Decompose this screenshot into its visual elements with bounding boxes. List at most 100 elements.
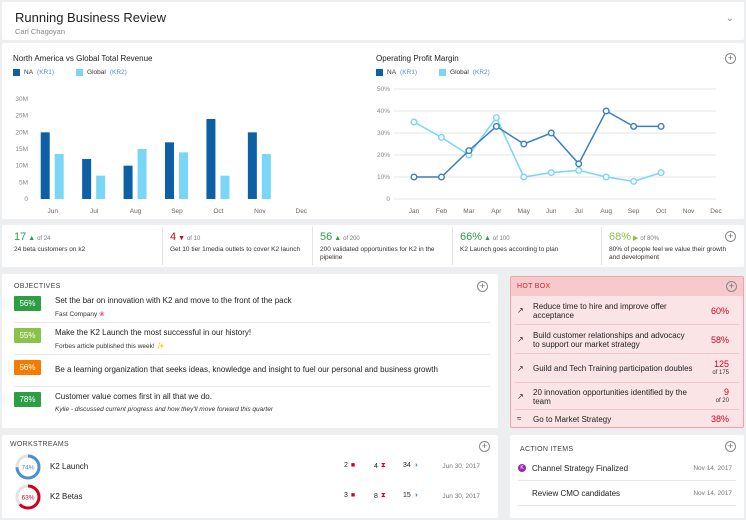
hot-box-item[interactable]: ↗ Build customer relationships and advoca… <box>515 325 739 354</box>
point-global[interactable] <box>547 169 555 177</box>
kpi-target: of 200 <box>343 236 360 242</box>
kpi-card[interactable]: 66% ▲ of 100 K2 Launch goes according to … <box>460 231 600 263</box>
add-hot-item-icon[interactable]: + <box>726 281 737 292</box>
ring-label: 63% <box>21 495 34 502</box>
objective-row[interactable]: 78% Customer value comes first in all tha… <box>14 388 490 419</box>
kpi-description: 200 validated opportunities for K2 in th… <box>320 246 435 261</box>
add-objective-icon[interactable]: + <box>477 281 488 292</box>
kpi-divider <box>601 227 602 265</box>
action-item-date: Nov 14, 2017 <box>693 490 732 497</box>
revenue-chart-title: North America vs Global Total Revenue <box>13 54 153 63</box>
bar-global[interactable] <box>54 154 64 199</box>
y-tick-label: 20% <box>377 152 390 159</box>
y-tick-label: 10M <box>15 163 28 170</box>
series-line-na <box>414 109 662 178</box>
hot-box-value: 9 of 20 <box>716 387 729 406</box>
flag-icon: ■ <box>350 492 356 499</box>
action-item[interactable]: Review CMO candidates Nov 14, 2017 <box>518 482 736 506</box>
kpi-description: K2 Launch goes according to plan <box>460 246 559 253</box>
hot-box-target: of 175 <box>712 369 729 376</box>
progress-badge: 56% <box>14 360 41 375</box>
x-tick-label: Aug <box>600 208 612 215</box>
hot-box-item[interactable]: ↗ Reduce time to hire and improve offer a… <box>515 297 739 325</box>
x-tick-label: Apr <box>491 208 502 215</box>
point-na[interactable] <box>492 122 500 130</box>
point-na[interactable] <box>465 147 473 155</box>
chevron-down-icon[interactable]: ⌄ <box>725 13 734 24</box>
workstream-stat-value: 8 <box>374 492 378 500</box>
hot-box-text: Reduce time to hire and improve offer ac… <box>533 302 667 320</box>
legend-swatch-na <box>13 69 20 76</box>
kpi-target: of 80% <box>640 236 659 242</box>
kpi-card[interactable]: 17 ▲ of 24 24 beta customers on k2 <box>14 231 154 263</box>
bar-na[interactable] <box>165 142 174 199</box>
objective-row[interactable]: 56% Be a learning organization that seeks… <box>14 356 490 387</box>
legend-label-na: NA <box>24 69 34 76</box>
arrow-up-icon: ▲ <box>332 235 344 242</box>
hot-box-value: 58% <box>710 334 729 345</box>
point-global[interactable] <box>520 173 528 181</box>
point-na[interactable] <box>437 173 445 181</box>
kpi-value: 68% <box>609 231 632 243</box>
kpi-target: of 10 <box>186 236 201 242</box>
workstream-row[interactable]: 74% K2 Launch 2 ■ 4 ⧗ 34 ◑ Jun 30, 2017 <box>14 451 490 483</box>
bar-na[interactable] <box>206 119 216 199</box>
bar-na[interactable] <box>123 165 133 199</box>
point-global[interactable] <box>657 169 665 177</box>
workstream-stat-value: 15 <box>403 492 411 499</box>
x-tick-label: Jan <box>409 208 420 215</box>
point-na[interactable] <box>410 173 418 181</box>
bar-na[interactable] <box>247 132 257 199</box>
bar-global[interactable] <box>96 175 106 199</box>
objective-text: Set the bar on innovation with K2 and mo… <box>55 296 292 305</box>
kpi-card[interactable]: 68% ▶ of 80% 80% of people feel we value … <box>609 231 734 263</box>
point-global[interactable] <box>437 133 445 141</box>
point-global[interactable] <box>410 118 418 126</box>
objective-row[interactable]: 55% Make the K2 Launch the most successfu… <box>14 324 490 355</box>
bar-global[interactable] <box>220 175 230 199</box>
kpi-card[interactable]: 56 ▲ of 200 200 validated opportunities f… <box>320 231 450 263</box>
hot-box-header <box>511 277 743 296</box>
point-na[interactable] <box>575 160 583 168</box>
point-global[interactable] <box>575 166 583 174</box>
objective-note: Forbes article published this week! ✨ <box>55 342 165 350</box>
hot-box-item[interactable]: ≈ Go to Market Strategy 38% <box>515 410 739 428</box>
kpi-strip: 17 ▲ of 24 24 beta customers on k2 4 ▼ of … <box>2 225 744 267</box>
y-tick-label: 25M <box>15 113 28 120</box>
point-na[interactable] <box>602 107 610 115</box>
arrow-up-icon: ▲ <box>26 235 38 242</box>
kpi-description: Get 10 tier 1media outlets to cover K2 l… <box>170 246 301 253</box>
bar-global[interactable] <box>179 152 188 199</box>
bar-na[interactable] <box>40 132 50 199</box>
legend-key-na-2: (KR1) <box>400 69 418 76</box>
point-na[interactable] <box>657 122 665 130</box>
hot-box-item[interactable]: ↗ 20 innovation opportunities identified … <box>515 383 739 410</box>
point-global[interactable] <box>630 177 638 185</box>
add-workstream-icon[interactable]: + <box>479 441 490 452</box>
add-action-icon[interactable]: + <box>725 441 736 452</box>
point-global[interactable] <box>492 114 500 122</box>
objective-note-text: Fast Company <box>55 311 98 318</box>
bar-global[interactable] <box>261 154 271 199</box>
point-na[interactable] <box>520 140 528 148</box>
y-tick-label: 20M <box>15 129 28 136</box>
bar-na[interactable] <box>82 159 92 199</box>
hot-box-text: 20 innovation opportunities identified b… <box>533 387 687 406</box>
arrow-down-icon: ▼ <box>176 235 187 242</box>
bar-global[interactable] <box>137 149 147 199</box>
point-na[interactable] <box>547 129 555 137</box>
hot-box-item[interactable]: ↗ Guild and Tech Training participation d… <box>515 354 739 383</box>
workstream-row[interactable]: 63% K2 Betas 3 ■ 8 ⧗ 15 ◑ Jun 30, 2017 <box>14 481 490 513</box>
kpi-card[interactable]: 4 ▼ of 10 Get 10 tier 1media outlets to c… <box>170 231 310 263</box>
kpi-row: 17 ▲ of 24 <box>14 231 154 243</box>
legend-label-na-2: NA <box>387 69 397 76</box>
assignee-avatar: K <box>518 464 526 472</box>
action-item[interactable]: K Channel Strategy Finalized Nov 14, 2017 <box>518 457 736 481</box>
add-chart-icon[interactable]: + <box>725 53 736 64</box>
hot-box-value: 125 of 175 <box>712 359 729 378</box>
point-global[interactable] <box>602 173 610 181</box>
point-na[interactable] <box>630 122 638 130</box>
objective-row[interactable]: 56% Set the bar on innovation with K2 and… <box>14 292 490 323</box>
workstream-stat-value: 4 <box>374 462 378 470</box>
add-kpi-icon[interactable]: + <box>725 231 736 242</box>
